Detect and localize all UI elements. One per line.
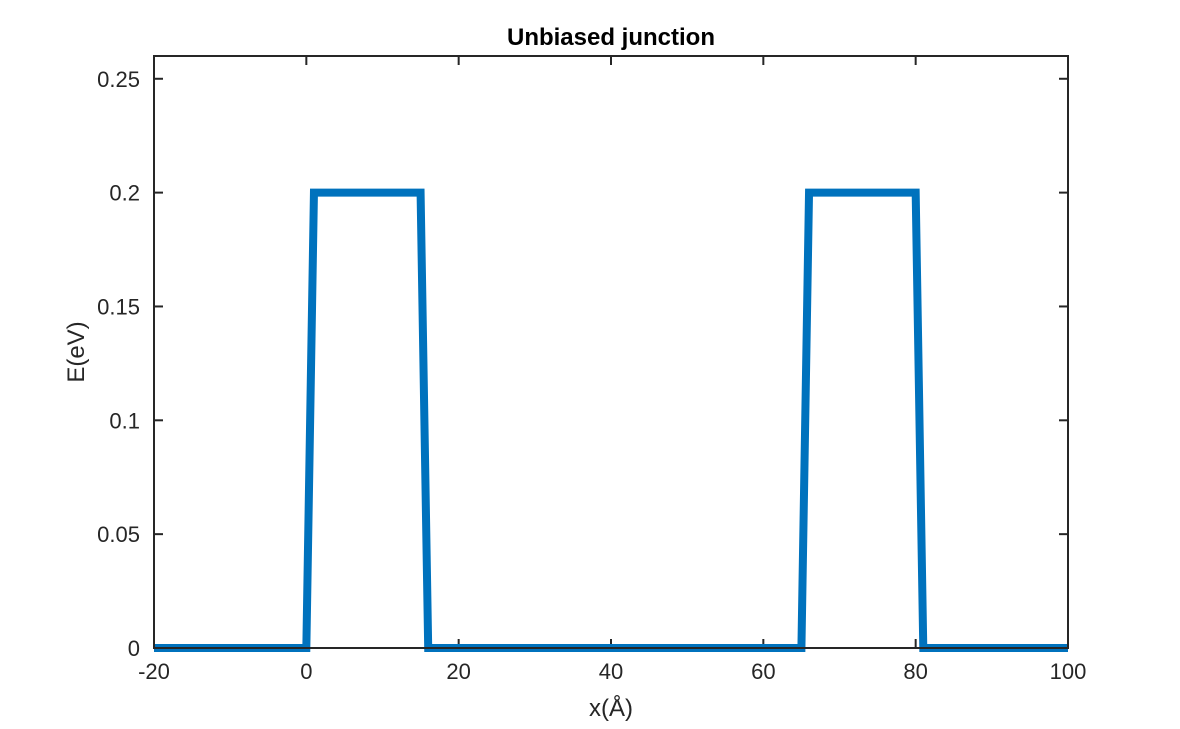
plot-background [154, 56, 1068, 648]
x-tick-label: 20 [446, 659, 470, 684]
x-tick-label: 60 [751, 659, 775, 684]
x-axis-label: x(Å) [589, 694, 633, 722]
x-tick-label: -20 [138, 659, 170, 684]
x-tick-label: 0 [300, 659, 312, 684]
y-tick-labels: 0 0.05 0.1 0.15 0.2 0.25 [97, 67, 140, 661]
y-axis-label: E(eV) [63, 321, 90, 382]
x-tick-labels: -20 0 20 40 60 80 100 [138, 659, 1086, 684]
y-tick-label: 0.2 [109, 181, 140, 206]
y-tick-label: 0.1 [109, 408, 140, 433]
chart-title: Unbiased junction [507, 24, 715, 51]
x-tick-label: 100 [1050, 659, 1087, 684]
plot-frame [153, 55, 1069, 649]
x-tick-label: 80 [903, 659, 927, 684]
y-tick-label: 0.15 [97, 294, 140, 319]
y-tick-label: 0.25 [97, 67, 140, 92]
y-tick-label: 0.05 [97, 522, 140, 547]
x-tick-label: 40 [599, 659, 623, 684]
y-tick-label: 0 [128, 636, 140, 661]
